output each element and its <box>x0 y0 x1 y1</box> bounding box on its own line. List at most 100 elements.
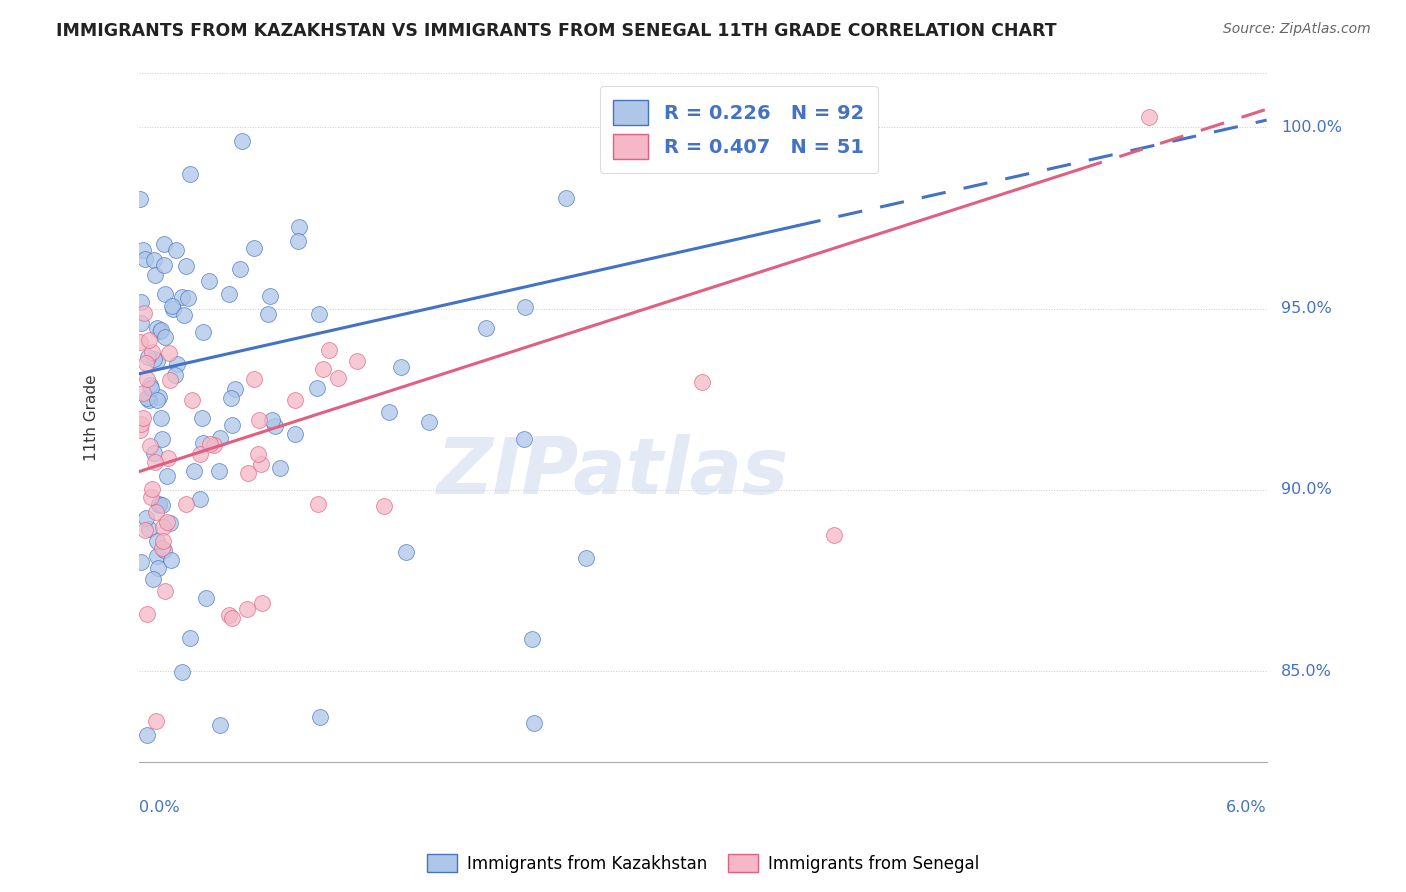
Point <box>170 290 193 304</box>
Point <box>515 300 537 314</box>
Point <box>198 436 221 450</box>
Point <box>690 376 713 390</box>
Point <box>145 455 167 469</box>
Point <box>145 505 167 519</box>
Point <box>163 368 186 382</box>
Point <box>138 392 160 407</box>
Point <box>256 307 278 321</box>
Point <box>156 469 179 483</box>
Point <box>555 191 578 205</box>
Point <box>284 427 307 442</box>
Point <box>218 287 240 301</box>
Text: ZIPatlas: ZIPatlas <box>436 434 789 510</box>
Point <box>132 385 155 400</box>
Point <box>229 261 252 276</box>
Point <box>418 416 440 430</box>
Point <box>259 289 281 303</box>
Point <box>143 268 166 282</box>
Point <box>146 549 169 563</box>
Point <box>153 258 176 272</box>
Text: 6.0%: 6.0% <box>1226 799 1267 814</box>
Point <box>395 545 418 559</box>
Point <box>157 345 180 359</box>
Point <box>145 714 167 728</box>
Point <box>247 413 270 427</box>
Point <box>160 553 183 567</box>
Point <box>150 498 173 512</box>
Point <box>346 353 368 368</box>
Point <box>136 350 159 364</box>
Point <box>129 334 152 349</box>
Point <box>181 393 204 408</box>
Point <box>243 372 266 386</box>
Point <box>141 382 163 396</box>
Point <box>142 572 165 586</box>
Point <box>136 728 159 742</box>
Point <box>243 241 266 255</box>
Point <box>150 433 173 447</box>
Point <box>145 393 167 408</box>
Point <box>149 324 172 338</box>
Legend: Immigrants from Kazakhstan, Immigrants from Senegal: Immigrants from Kazakhstan, Immigrants f… <box>420 847 986 880</box>
Point <box>173 309 195 323</box>
Point <box>307 497 329 511</box>
Point <box>132 244 155 258</box>
Point <box>188 492 211 507</box>
Point <box>575 551 598 566</box>
Point <box>177 291 200 305</box>
Point <box>224 382 246 396</box>
Point <box>236 602 259 616</box>
Point <box>219 391 242 405</box>
Point <box>236 467 259 481</box>
Point <box>134 523 156 537</box>
Text: 85.0%: 85.0% <box>1281 664 1331 679</box>
Point <box>287 234 309 248</box>
Point <box>179 631 201 645</box>
Point <box>156 516 179 530</box>
Point <box>134 306 156 320</box>
Point <box>183 464 205 478</box>
Point <box>162 299 184 313</box>
Point <box>284 392 307 407</box>
Point <box>143 253 166 268</box>
Point <box>136 607 159 621</box>
Point <box>129 423 152 437</box>
Point <box>208 718 231 732</box>
Text: Source: ZipAtlas.com: Source: ZipAtlas.com <box>1223 22 1371 37</box>
Point <box>152 237 174 252</box>
Point <box>129 316 152 330</box>
Point <box>129 555 152 569</box>
Point <box>143 446 166 460</box>
Point <box>269 461 291 475</box>
Point <box>288 219 311 234</box>
Point <box>152 519 174 533</box>
Point <box>135 356 157 370</box>
Point <box>141 482 163 496</box>
Point <box>135 511 157 525</box>
Text: 100.0%: 100.0% <box>1281 120 1343 135</box>
Point <box>148 498 170 512</box>
Point <box>129 417 152 431</box>
Point <box>152 534 174 549</box>
Point <box>252 596 274 610</box>
Point <box>318 343 340 357</box>
Point <box>208 431 231 445</box>
Point <box>179 167 201 181</box>
Point <box>159 516 181 530</box>
Point <box>145 354 167 368</box>
Point <box>1137 111 1160 125</box>
Point <box>148 497 170 511</box>
Point <box>134 252 156 267</box>
Point <box>191 436 214 450</box>
Point <box>138 522 160 536</box>
Point <box>135 391 157 405</box>
Point <box>246 447 269 461</box>
Point <box>202 438 225 452</box>
Point <box>231 134 253 148</box>
Point <box>166 357 188 371</box>
Point <box>522 715 544 730</box>
Point <box>146 560 169 574</box>
Text: 0.0%: 0.0% <box>139 799 179 814</box>
Point <box>139 377 162 392</box>
Point <box>146 321 169 335</box>
